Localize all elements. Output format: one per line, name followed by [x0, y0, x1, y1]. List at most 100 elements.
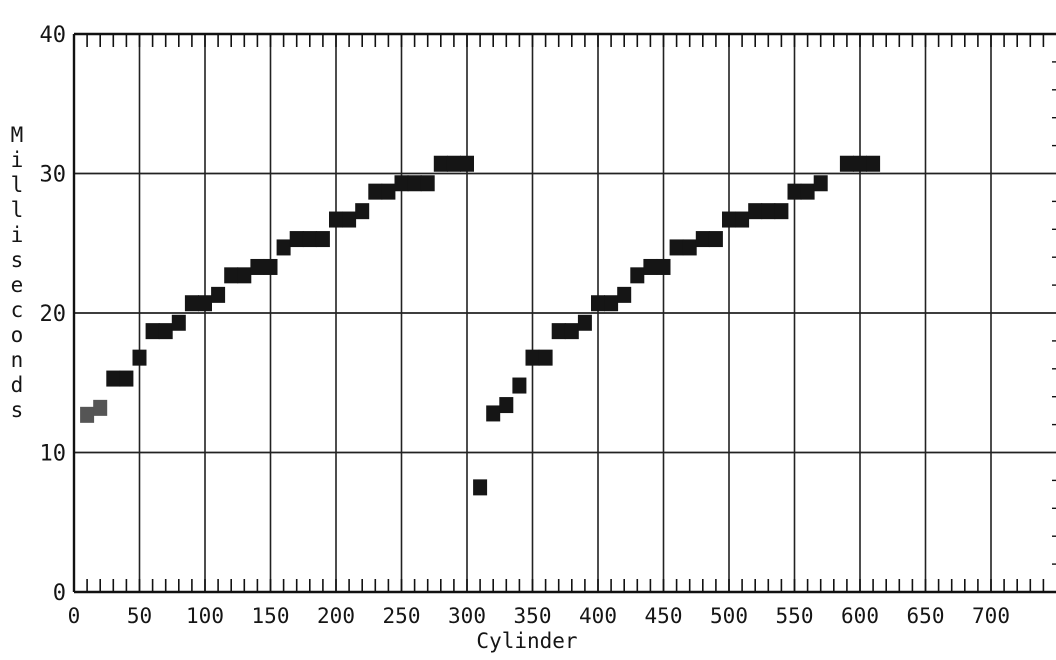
y-axis-title-letter: M	[11, 123, 24, 147]
data-point	[813, 175, 828, 192]
y-axis-title-letter: e	[11, 273, 24, 297]
y-tick-label: 10	[40, 442, 67, 467]
y-axis-title-letter: d	[11, 373, 24, 397]
y-axis-title-letter: l	[11, 173, 24, 197]
y-axis-title-letter: o	[11, 323, 24, 347]
data-point	[132, 349, 147, 366]
x-tick-labels: 0 50 100 150 200 250 300 350 400 450 500 550 600 650 7…	[68, 604, 1010, 628]
y-axis-title-letter: i	[11, 148, 24, 172]
data-point	[499, 397, 514, 414]
data-point	[525, 349, 540, 366]
data-point	[302, 231, 317, 248]
data-point	[250, 258, 265, 275]
x-tick-label: 350	[514, 604, 552, 628]
data-point	[866, 155, 881, 172]
y-axis-title-letter: l	[11, 198, 24, 222]
data-point	[722, 211, 736, 228]
data-point	[735, 211, 750, 228]
x-tick-label: 500	[710, 604, 748, 628]
x-tick-label: 650	[907, 604, 945, 628]
data-point	[394, 175, 409, 192]
y-tick-label: 20	[40, 302, 67, 327]
data-point	[669, 239, 684, 256]
data-point	[420, 175, 435, 192]
data-point	[276, 239, 291, 256]
data-point	[800, 183, 815, 200]
data-point	[381, 183, 396, 200]
data-point	[486, 405, 501, 422]
data-markers	[80, 155, 881, 496]
y-tick-label: 0	[53, 581, 66, 606]
data-point	[695, 231, 710, 248]
data-point	[564, 323, 579, 340]
y-tick-label: 30	[40, 163, 67, 188]
data-point	[119, 370, 134, 387]
data-point	[368, 183, 383, 200]
y-axis-title-letter: s	[11, 398, 24, 422]
data-point	[591, 295, 605, 312]
data-point	[460, 155, 474, 172]
data-point	[171, 314, 186, 331]
y-tick-label: 40	[40, 23, 67, 48]
data-point	[538, 349, 553, 366]
data-point	[604, 295, 619, 312]
x-tick-label: 600	[841, 604, 879, 628]
data-point	[145, 323, 160, 340]
x-tick-label: 450	[645, 604, 683, 628]
data-point	[355, 203, 370, 220]
data-point	[617, 286, 632, 303]
x-tick-label: 200	[317, 604, 355, 628]
data-point	[80, 406, 95, 423]
data-point	[473, 479, 488, 496]
x-tick-label: 150	[252, 604, 290, 628]
data-point	[224, 267, 239, 284]
data-point	[787, 183, 802, 200]
data-point	[630, 267, 645, 284]
x-axis-title: Cylinder	[476, 629, 577, 653]
x-tick-label: 300	[448, 604, 486, 628]
data-point	[184, 295, 199, 312]
data-point	[512, 377, 527, 394]
x-tick-label: 100	[186, 604, 224, 628]
y-tick-labels: 0 10 20 30 40	[40, 23, 67, 606]
data-point	[774, 203, 789, 220]
plot-frame	[72, 32, 1056, 594]
data-point	[158, 323, 173, 340]
y-axis-title-letter: s	[11, 248, 24, 272]
data-point	[682, 239, 697, 256]
data-point	[237, 267, 252, 284]
data-point	[211, 286, 226, 303]
data-point	[839, 155, 854, 172]
data-point	[329, 211, 343, 228]
data-point	[748, 203, 763, 220]
data-point	[446, 155, 461, 172]
data-point	[853, 155, 867, 172]
x-tick-label: 400	[579, 604, 617, 628]
data-point	[263, 258, 278, 275]
data-point	[289, 231, 304, 248]
data-point	[315, 231, 330, 248]
data-point	[761, 203, 776, 220]
x-tick-label: 700	[972, 604, 1010, 628]
data-point	[577, 314, 592, 331]
x-tick-label: 550	[776, 604, 814, 628]
data-point	[708, 231, 723, 248]
data-point	[551, 323, 566, 340]
data-point	[656, 258, 671, 275]
x-tick-label: 50	[127, 604, 152, 628]
y-axis-title-letter: i	[11, 223, 24, 247]
data-point	[198, 295, 212, 312]
data-point	[433, 155, 448, 172]
data-point	[643, 258, 658, 275]
y-axis-title-letter: n	[11, 348, 24, 372]
data-point	[93, 399, 108, 416]
y-axis-title-letter: c	[11, 298, 24, 322]
grid-layer	[74, 34, 1056, 592]
x-tick-label: 0	[68, 604, 81, 628]
data-point	[106, 370, 121, 387]
data-point	[342, 211, 357, 228]
data-point	[407, 175, 422, 192]
